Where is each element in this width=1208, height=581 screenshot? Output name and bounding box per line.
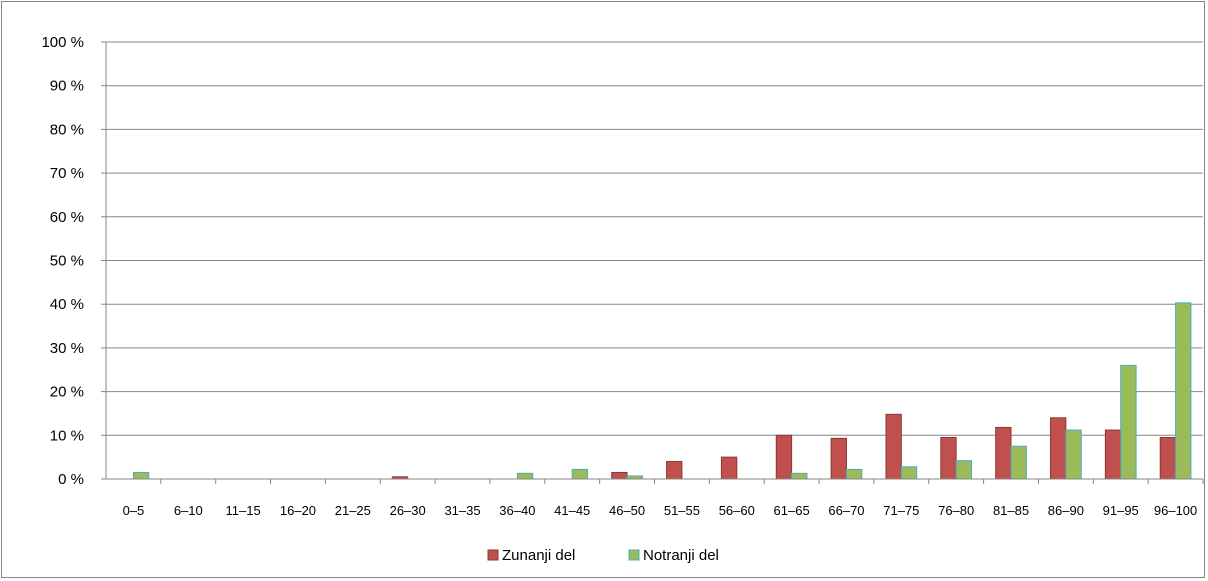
- legend-swatch: [628, 549, 640, 561]
- legend-item: Zunanji del: [487, 547, 575, 564]
- x-tick-label: 21–25: [335, 503, 371, 518]
- y-tick-label: 60 %: [50, 209, 84, 226]
- y-tick-label: 0 %: [58, 471, 84, 488]
- x-tick-label: 0–5: [123, 503, 145, 518]
- y-tick-label: 100 %: [41, 34, 84, 51]
- x-tick-label: 31–35: [444, 503, 480, 518]
- x-tick-label: 26–30: [390, 503, 426, 518]
- bar-zunanji-17: [1050, 417, 1067, 480]
- bar-zunanji-19: [1159, 436, 1177, 480]
- bar-notranji-7: [516, 472, 534, 480]
- bar-notranji-13: [845, 468, 863, 480]
- x-tick-label: 16–20: [280, 503, 316, 518]
- bar-zunanji-10: [666, 461, 683, 480]
- y-tick-label: 80 %: [50, 121, 84, 138]
- x-tick-label: 46–50: [609, 503, 645, 518]
- bars: [132, 302, 1192, 480]
- bar-zunanji-16: [995, 426, 1012, 480]
- bar-notranji-15: [955, 460, 973, 480]
- x-tick-label: 81–85: [993, 503, 1029, 518]
- x-tick-label: 61–65: [774, 503, 810, 518]
- bar-notranji-17: [1065, 429, 1082, 480]
- bar-notranji-18: [1120, 364, 1137, 480]
- y-tick-label: 30 %: [50, 340, 84, 357]
- bar-notranji-8: [571, 468, 589, 480]
- x-tick-label: 11–15: [226, 503, 261, 518]
- legend-label: Notranji del: [643, 547, 719, 564]
- bar-notranji-0: [132, 471, 150, 480]
- bar-zunanji-12: [775, 434, 793, 480]
- bar-zunanji-15: [940, 436, 957, 480]
- bar-notranji-19: [1175, 302, 1192, 480]
- axes: [101, 41, 1204, 484]
- y-tick-label: 50 %: [50, 253, 84, 270]
- y-tick-label: 70 %: [50, 165, 84, 182]
- y-tick-label: 90 %: [50, 78, 84, 95]
- bar-notranji-14: [900, 466, 918, 480]
- x-tick-label: 41–45: [554, 503, 590, 518]
- x-tick-label: 76–80: [938, 503, 974, 518]
- legend-swatch: [487, 549, 499, 561]
- gridlines: [106, 41, 1203, 436]
- x-tick-label: 86–90: [1048, 503, 1084, 518]
- legend-label: Zunanji del: [502, 547, 575, 564]
- x-tick-label: 66–70: [828, 503, 864, 518]
- x-tick-label: 91–95: [1103, 503, 1139, 518]
- legend-item: Notranji del: [628, 547, 719, 564]
- x-tick-label: 36–40: [499, 503, 535, 518]
- bar-notranji-12: [791, 472, 808, 480]
- bar-zunanji-9: [611, 471, 628, 480]
- bar-notranji-16: [1010, 445, 1027, 480]
- x-tick-label: 96–100: [1154, 503, 1197, 518]
- x-tick-label: 51–55: [664, 503, 700, 518]
- bar-zunanji-13: [830, 437, 847, 480]
- x-axis-ticks: 0–5 6–10 11–15 16–20 21–25 26–30 31–35 36–40 41–…: [123, 503, 1198, 518]
- x-tick-label: 56–60: [719, 503, 755, 518]
- legend: Zunanji del Notranji del: [487, 547, 719, 564]
- y-tick-label: 10 %: [50, 427, 84, 444]
- x-tick-label: 6–10: [174, 503, 203, 518]
- y-tick-label: 20 %: [50, 384, 84, 401]
- bar-zunanji-11: [720, 456, 738, 480]
- bar-zunanji-14: [885, 413, 902, 480]
- y-axis-ticks: 0 % 10 % 20 % 30 % 40 % 50 % 60 % 70 % 80 % 90 % 1…: [41, 34, 84, 488]
- bar-zunanji-18: [1104, 429, 1122, 480]
- x-tick-label: 71–75: [883, 503, 919, 518]
- y-tick-label: 40 %: [50, 296, 84, 313]
